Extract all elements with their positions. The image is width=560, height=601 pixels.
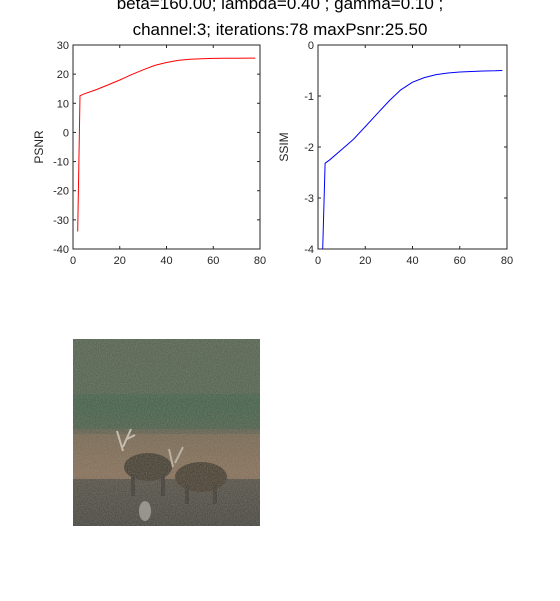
chart-1-xtick-label: 20 [114, 255, 126, 267]
chart-2-xtick-label: 40 [406, 255, 418, 267]
chart-1-ytick-label: 30 [57, 40, 69, 52]
chart-1-xtick-label: 40 [160, 255, 172, 267]
chart-1-ytick-label: -10 [53, 157, 69, 169]
chart-2-ytick-label: -1 [304, 91, 314, 103]
chart-1-plot-frame [72, 44, 261, 250]
chart-1-xtick-label: 60 [207, 255, 219, 267]
chart-2-xtick-label: 20 [359, 255, 371, 267]
chart-2-ytick-label: -3 [304, 193, 314, 205]
chart-2-plot-frame [317, 44, 508, 250]
chart-1-xtick-label: 80 [254, 255, 266, 267]
chart-1-ytick-label: -30 [53, 215, 69, 227]
chart-1-ytick-label: 0 [63, 127, 69, 139]
chart-1-series-line [77, 57, 256, 232]
chart-1-xtick-label: 0 [70, 255, 76, 267]
chart-1-ytick-label: 20 [57, 69, 69, 81]
chart-2-ylabel: SSIM [277, 132, 291, 161]
chart-2-xtick-label: 80 [501, 255, 513, 267]
chart-2-ytick-label: -4 [304, 244, 314, 256]
chart-2-ytick-label: 0 [308, 40, 314, 52]
chart-2-ytick-label: -2 [304, 142, 314, 154]
chart-2-series-line [322, 70, 503, 250]
chart-2-xtick-label: 60 [454, 255, 466, 267]
deer-photo-icon [73, 339, 260, 526]
chart-1-ylabel: PSNR [32, 130, 46, 164]
figure-title-line-1: beta=160.00; lambda=0.40 ; gamma=0.10 ; [116, 0, 444, 13]
chart-2-xtick-label: 0 [315, 255, 321, 267]
figure-title-line-2: channel:3; iterations:78 maxPsnr:25.50 [132, 20, 428, 39]
chart-1-ytick-label: -20 [53, 186, 69, 198]
chart-1-ytick-label: 10 [57, 98, 69, 110]
chart-1-ytick-label: -40 [53, 244, 69, 256]
deer-photo [73, 339, 260, 526]
